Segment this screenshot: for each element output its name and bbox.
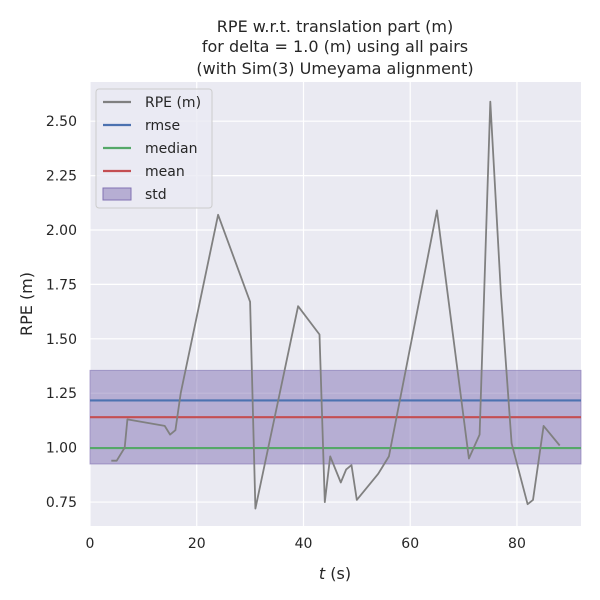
legend-label: mean bbox=[145, 164, 185, 180]
x-axis-label: t (s) bbox=[319, 564, 351, 583]
y-tick-label: 2.50 bbox=[46, 114, 77, 130]
title-line-2: for delta = 1.0 (m) using all pairs bbox=[202, 37, 468, 56]
legend-box bbox=[95, 88, 213, 209]
legend-label: std bbox=[145, 187, 167, 203]
y-tick-label: 1.50 bbox=[46, 332, 77, 348]
legend-label: median bbox=[145, 141, 197, 157]
title-line-1: RPE w.r.t. translation part (m) bbox=[217, 17, 453, 36]
legend-label: RPE (m) bbox=[145, 95, 201, 111]
y-tick-label: 2.25 bbox=[46, 169, 77, 185]
stat-lines bbox=[90, 399, 581, 450]
y-tick-label: 1.75 bbox=[46, 277, 77, 293]
series-lines bbox=[111, 100, 561, 510]
series-line-rpe bbox=[111, 100, 561, 510]
y-tick-label: 1.25 bbox=[46, 386, 77, 402]
x-axis-label-unit: (s) bbox=[325, 564, 351, 583]
x-axis-ticks: 0 20 40 60 80 bbox=[86, 536, 526, 552]
y-tick-label: 0.75 bbox=[46, 495, 77, 511]
x-axis-label-var: t bbox=[319, 564, 326, 583]
y-tick-label: 2.00 bbox=[46, 223, 77, 239]
x-tick-label: 20 bbox=[188, 536, 206, 552]
y-axis-label: RPE (m) bbox=[17, 272, 36, 336]
legend: RPE (m) rmse median mean std bbox=[95, 88, 213, 209]
chart-title: RPE w.r.t. translation part (m) for delt… bbox=[196, 17, 473, 78]
legend-swatch-std bbox=[102, 187, 132, 201]
y-tick-label: 1.00 bbox=[46, 441, 77, 457]
x-tick-label: 60 bbox=[401, 536, 419, 552]
legend-label: rmse bbox=[145, 118, 180, 134]
x-tick-label: 40 bbox=[295, 536, 313, 552]
x-tick-label: 0 bbox=[86, 536, 95, 552]
title-line-3: (with Sim(3) Umeyama alignment) bbox=[196, 59, 473, 78]
y-axis-ticks: 0.75 1.00 1.25 1.50 1.75 2.00 2.25 2.50 bbox=[46, 114, 77, 511]
x-tick-label: 80 bbox=[508, 536, 526, 552]
